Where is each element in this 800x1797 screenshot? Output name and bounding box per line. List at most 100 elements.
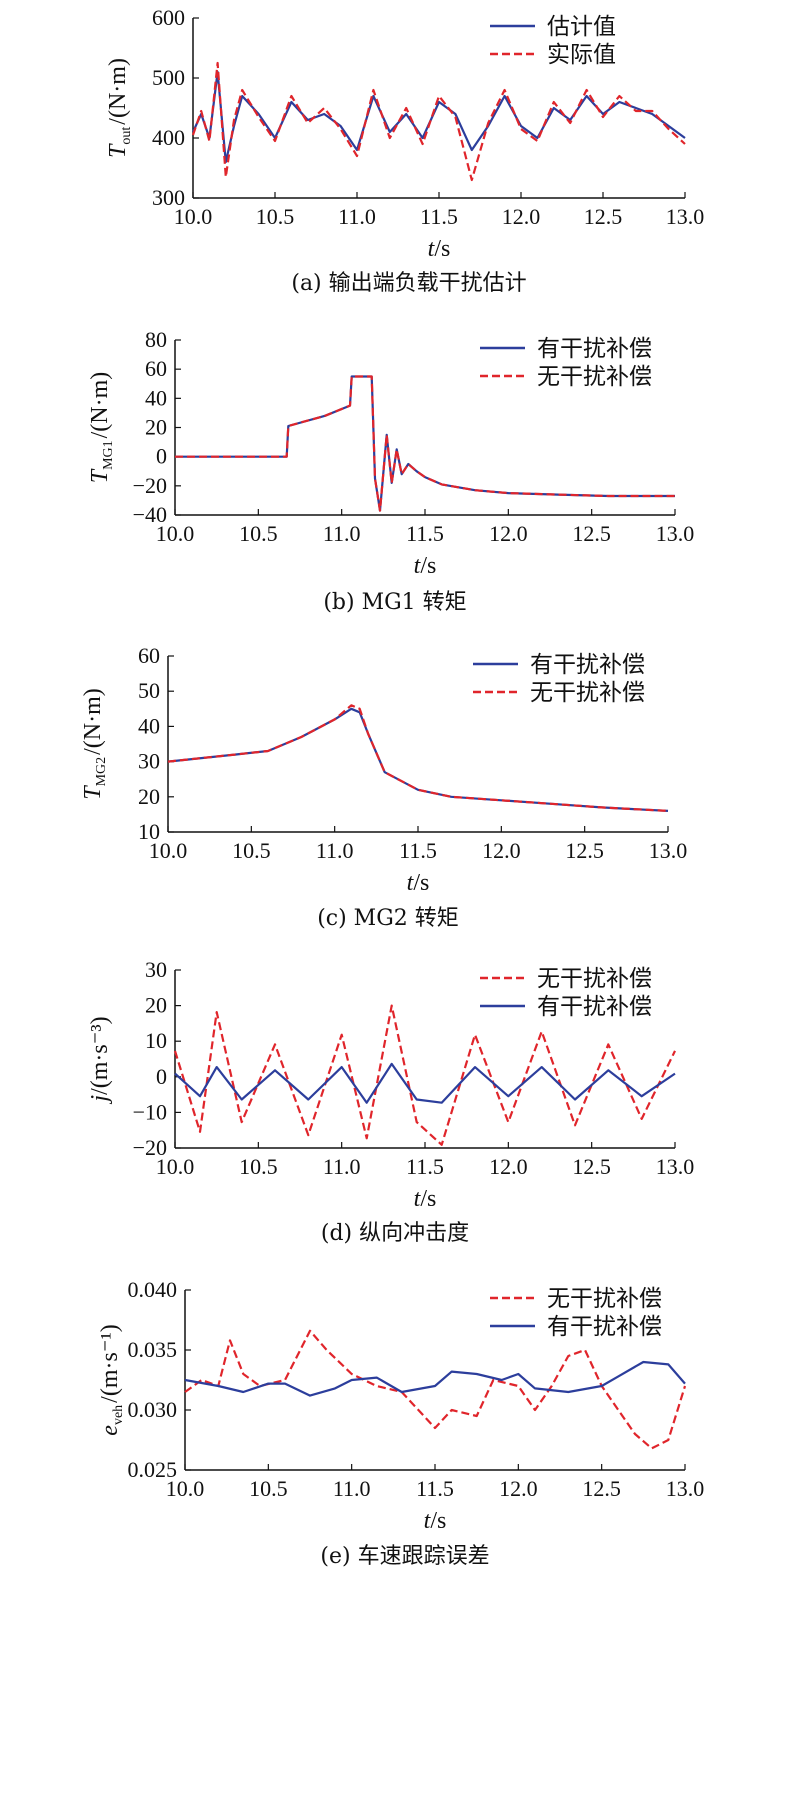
series-line-2 bbox=[174, 1062, 676, 1104]
x-axis-label-symbol: t bbox=[424, 1508, 432, 1534]
y-axis-label-symbol: T bbox=[105, 143, 131, 158]
y-tick-label: 40 bbox=[138, 713, 160, 738]
y-tick-label: 600 bbox=[152, 5, 185, 30]
y-axis-label-unit: /(m·s⁻³) bbox=[87, 1016, 113, 1095]
x-tick-label: 13.0 bbox=[666, 204, 705, 229]
x-tick-label: 11.5 bbox=[406, 1154, 444, 1179]
y-tick-label: 30 bbox=[138, 749, 160, 774]
x-axis-label-symbol: t bbox=[428, 236, 436, 262]
series-line-2 bbox=[167, 704, 669, 812]
legend-entry-1: 无干扰补偿 bbox=[547, 1286, 662, 1312]
x-tick-label: 12.5 bbox=[582, 1476, 621, 1501]
chart-c: 10.0 10.5 11.0 11.5 12.0 12.5 13.0 10 20 30 40 50 60… bbox=[80, 643, 687, 931]
y-tick-label: 500 bbox=[152, 65, 185, 90]
x-axis-label-unit: /s bbox=[434, 236, 450, 262]
x-tick-label: 10.0 bbox=[174, 204, 213, 229]
y-tick-label: 0.035 bbox=[128, 1337, 178, 1362]
x-axis-label-unit: /s bbox=[413, 870, 429, 896]
series-line-1 bbox=[167, 707, 669, 812]
series-line-2 bbox=[184, 1360, 686, 1397]
y-tick-label: 20 bbox=[145, 993, 167, 1018]
x-axis-label-symbol: t bbox=[414, 553, 422, 579]
chart-caption: (a) 输出端负载干扰估计 bbox=[291, 271, 526, 296]
y-tick-label: 60 bbox=[138, 643, 160, 668]
y-axis-label-sub: veh bbox=[111, 1405, 126, 1425]
x-tick-label: 12.0 bbox=[499, 1476, 538, 1501]
legend-entry-1: 有干扰补偿 bbox=[530, 652, 645, 678]
x-tick-label: 13.0 bbox=[656, 1154, 695, 1179]
y-axis-label: TMG2 /(N·m) bbox=[80, 688, 109, 800]
legend-entry-2: 有干扰补偿 bbox=[537, 994, 652, 1020]
x-tick-label: 13.0 bbox=[656, 521, 695, 546]
x-tick-label: 10.0 bbox=[166, 1476, 205, 1501]
series-line-1 bbox=[191, 70, 686, 164]
y-axis-label-sub: out bbox=[119, 127, 134, 145]
x-tick-label: 10.5 bbox=[249, 1476, 288, 1501]
y-tick-label: 10 bbox=[145, 1028, 167, 1053]
chart-d: 10.0 10.5 11.0 11.5 12.0 12.5 13.0 −20 −10 0 10 20 3… bbox=[87, 957, 694, 1246]
y-tick-label: −10 bbox=[133, 1099, 167, 1124]
legend-entry-2: 有干扰补偿 bbox=[547, 1314, 662, 1340]
chart-caption: (d) 纵向冲击度 bbox=[321, 1221, 469, 1246]
x-tick-label: 10.5 bbox=[256, 204, 295, 229]
chart-caption: (e) 车速跟踪误差 bbox=[320, 1544, 489, 1569]
series-line-2 bbox=[191, 61, 686, 182]
x-axis-label-symbol: t bbox=[407, 870, 415, 896]
x-axis-label-symbol: t bbox=[414, 1186, 422, 1212]
x-tick-label: 10.5 bbox=[232, 838, 271, 863]
y-axis-label-symbol: j bbox=[87, 1095, 113, 1105]
chart-caption: (c) MG2 转矩 bbox=[317, 906, 459, 931]
y-tick-label: 40 bbox=[145, 385, 167, 410]
y-axis-label: TMG1/(N·m) bbox=[87, 372, 116, 484]
y-tick-label: −40 bbox=[133, 502, 167, 527]
y-tick-label: 20 bbox=[138, 784, 160, 809]
legend-entry-2: 实际值 bbox=[547, 42, 616, 68]
x-axis-label-unit: /s bbox=[430, 1508, 446, 1534]
x-tick-label: 11.0 bbox=[323, 521, 361, 546]
y-axis-label: j/(m·s⁻³) bbox=[87, 1016, 113, 1104]
legend-entry-1: 有干扰补偿 bbox=[537, 336, 652, 362]
chart-e: 10.0 10.5 11.0 11.5 12.0 12.5 13.0 0.025 0.030 0.… bbox=[97, 1277, 704, 1569]
chart-a: 10.0 10.5 11.0 11.5 12.0 12.5 13.0 300 400 500 600… bbox=[105, 5, 704, 296]
y-tick-label: 30 bbox=[145, 957, 167, 982]
x-tick-label: 12.5 bbox=[572, 521, 611, 546]
legend-entry-2: 无干扰补偿 bbox=[537, 364, 652, 390]
y-tick-label: 80 bbox=[145, 327, 167, 352]
y-tick-label: 20 bbox=[145, 415, 167, 440]
y-axis-label-unit: /(N·m) bbox=[87, 372, 113, 439]
y-axis-label: Tout /(N·m) bbox=[105, 58, 134, 158]
series-line-2 bbox=[175, 375, 675, 512]
x-tick-label: 10.0 bbox=[156, 1154, 195, 1179]
y-axis-label-sub: MG2 bbox=[94, 757, 109, 787]
legend-entry-2: 无干扰补偿 bbox=[530, 680, 645, 706]
x-axis-label: t/s bbox=[414, 553, 437, 579]
y-axis-label-symbol: T bbox=[87, 468, 113, 483]
x-tick-label: 11.0 bbox=[333, 1476, 371, 1501]
y-axis-label-unit: /(m·s⁻¹) bbox=[97, 1324, 123, 1403]
chart-b: 10.0 10.5 11.0 11.5 12.0 12.5 13.0 −40 −20 0 20 40 6… bbox=[87, 327, 694, 615]
y-axis-label: eveh /(m·s⁻¹) bbox=[97, 1324, 126, 1435]
y-tick-label: 300 bbox=[152, 185, 185, 210]
x-tick-label: 10.5 bbox=[239, 1154, 278, 1179]
y-tick-label: 0.040 bbox=[128, 1277, 178, 1302]
x-axis-label: t/s bbox=[407, 870, 430, 896]
legend-entry-1: 无干扰补偿 bbox=[537, 966, 652, 992]
y-tick-label: 0 bbox=[156, 1064, 167, 1089]
legend-entry-1: 估计值 bbox=[547, 14, 616, 40]
x-tick-label: 12.5 bbox=[565, 838, 604, 863]
y-axis-label-sub: MG1 bbox=[101, 440, 116, 470]
x-axis-label: t/s bbox=[414, 1186, 437, 1212]
series-line-1 bbox=[184, 1329, 687, 1450]
x-tick-label: 11.0 bbox=[323, 1154, 361, 1179]
series-line-1 bbox=[173, 1004, 676, 1146]
x-tick-label: 11.0 bbox=[316, 838, 354, 863]
y-tick-label: 10 bbox=[138, 819, 160, 844]
x-axis-label-unit: /s bbox=[420, 553, 436, 579]
x-tick-label: 13.0 bbox=[649, 838, 688, 863]
x-axis-label-unit: /s bbox=[420, 1186, 436, 1212]
x-tick-label: 12.0 bbox=[502, 204, 541, 229]
y-tick-label: 0.025 bbox=[128, 1457, 178, 1482]
x-axis-label: t/s bbox=[428, 236, 451, 262]
x-tick-label: 11.5 bbox=[399, 838, 437, 863]
